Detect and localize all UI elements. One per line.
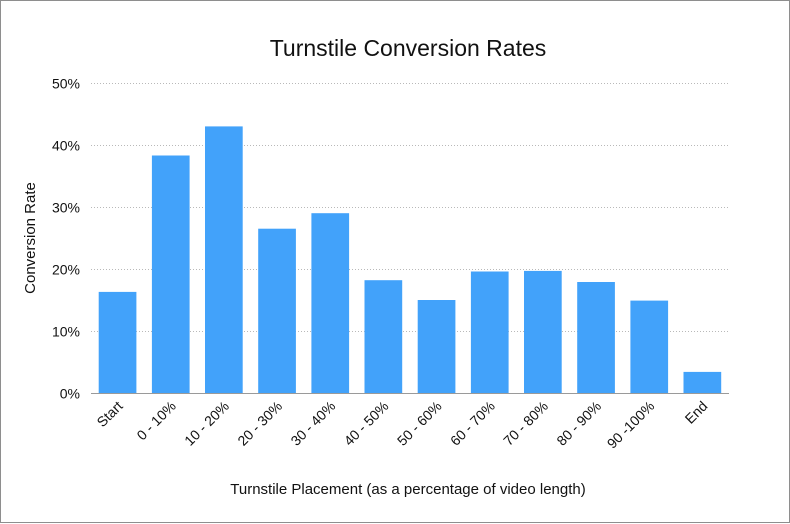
chart-title: Turnstile Conversion Rates xyxy=(270,35,547,61)
x-tick-label: 20 - 30% xyxy=(234,398,285,449)
y-tick-label: 10% xyxy=(52,324,80,340)
bar xyxy=(364,280,403,393)
y-tick-label: 50% xyxy=(52,76,80,92)
bar xyxy=(630,300,669,393)
x-tick-label: 90 -100% xyxy=(604,398,658,452)
bar xyxy=(151,155,190,393)
bar xyxy=(683,371,722,393)
x-tick-label: 50 - 60% xyxy=(394,398,445,449)
x-tick-label: 60 - 70% xyxy=(447,398,498,449)
x-tick-label: 80 - 90% xyxy=(553,398,604,449)
y-axis-label: Conversion Rate xyxy=(22,182,39,294)
x-tick-label: 40 - 50% xyxy=(341,398,392,449)
bar xyxy=(311,213,350,393)
x-axis-label: Turnstile Placement (as a percentage of … xyxy=(230,481,585,498)
bar xyxy=(470,271,509,393)
y-tick-labels: 0% 10% 20% 30% 40% 50% xyxy=(52,76,80,402)
bar xyxy=(524,270,562,393)
x-tick-label: 0 - 10% xyxy=(133,398,178,443)
x-tick-label: Start xyxy=(93,398,125,430)
bar xyxy=(258,228,296,393)
y-tick-label: 40% xyxy=(52,138,80,154)
bar xyxy=(205,126,243,394)
bars xyxy=(98,126,722,394)
bar xyxy=(417,300,456,393)
y-tick-label: 0% xyxy=(60,386,80,402)
bar xyxy=(98,291,137,393)
x-tick-labels: Start 0 - 10% 10 - 20% 20 - 30% 30 - 40% 40 -… xyxy=(93,398,710,452)
x-tick-label: 10 - 20% xyxy=(181,398,232,449)
y-tick-label: 20% xyxy=(52,262,80,278)
x-tick-label: 70 - 80% xyxy=(500,398,551,449)
gridlines xyxy=(91,83,729,394)
x-tick-label: 30 - 40% xyxy=(287,398,338,449)
bar xyxy=(577,282,615,393)
x-tick-label: End xyxy=(682,398,711,427)
y-tick-label: 30% xyxy=(52,200,80,216)
